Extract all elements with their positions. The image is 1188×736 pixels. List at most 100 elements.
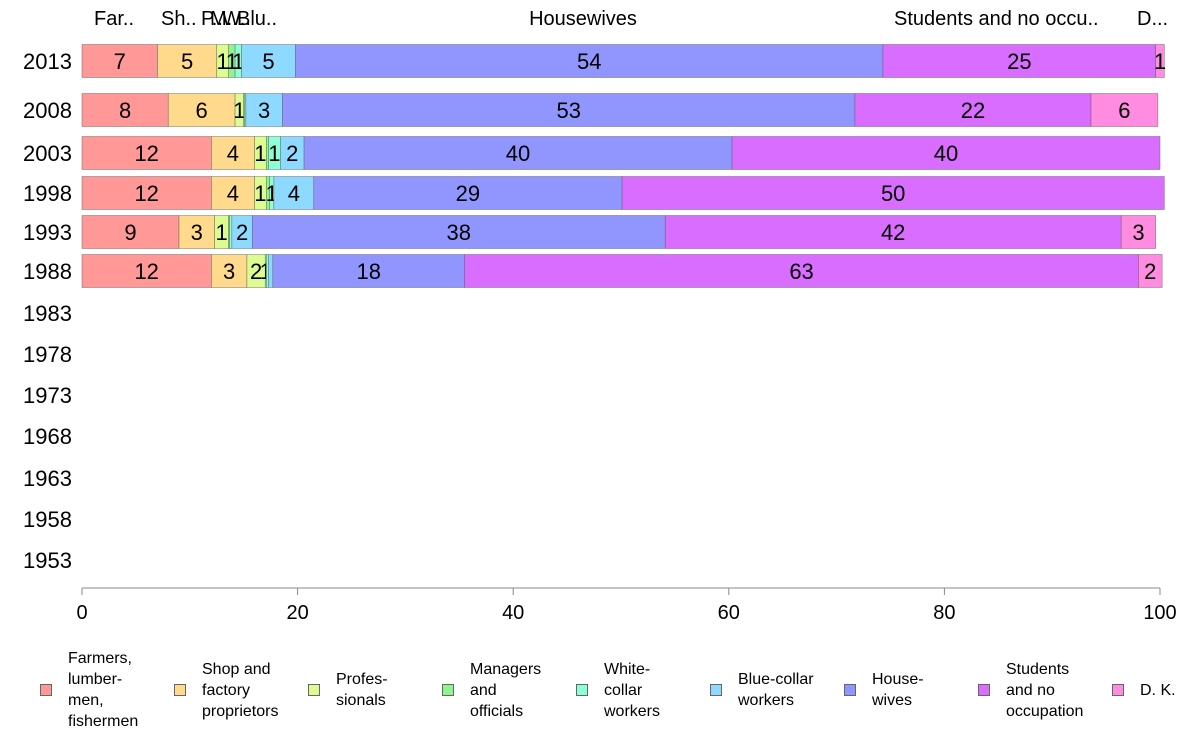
x-tick-label: 80 (933, 602, 955, 624)
bar-segment (81, 254, 212, 288)
bar-segment (211, 254, 248, 288)
x-tick-label: 40 (502, 602, 524, 624)
segment-top-label: Blu.. (237, 8, 277, 30)
legend-label: House- wives (872, 671, 924, 709)
bar-value-label: 50 (881, 181, 905, 206)
bar-value-label: 42 (881, 220, 905, 245)
legend-item: Students and no occupation (978, 659, 1083, 722)
x-tick-label: 20 (286, 602, 308, 624)
segment-top-label: M.. (210, 8, 238, 30)
bar-value-label: 3 (223, 259, 235, 284)
legend-label: Shop and factory proprietors (202, 660, 279, 720)
bar-segment (211, 176, 255, 210)
stacked-bar-chart: 2013200820031998199319881983197819731968… (23, 8, 1177, 624)
bar-segment (731, 136, 1161, 170)
bar-segment (252, 215, 666, 249)
bar-value-label: 25 (1007, 49, 1031, 74)
legend-label: Students and no occupation (1006, 660, 1084, 720)
bar-value-label: 53 (556, 98, 580, 123)
legend-item: Shop and factory proprietors (174, 659, 278, 722)
bar-segment (81, 93, 169, 127)
bar-value-label: 12 (134, 181, 158, 206)
legend-item: Blue-collar workers (710, 669, 814, 711)
segment-top-label: P.. (201, 8, 223, 30)
segment-top-label: Sh.. (161, 8, 197, 30)
bar-value-label: 54 (577, 49, 601, 74)
bar-value-label: 8 (119, 98, 131, 123)
bar-value-label: 5 (181, 49, 193, 74)
bar-value-label: 7 (114, 49, 126, 74)
legend-item: Managers and officials (442, 659, 541, 722)
bar-value-label: 2 (236, 220, 248, 245)
legend-item: Profes- sionals (308, 669, 388, 711)
bar-segment (241, 44, 296, 78)
y-tick-label: 1993 (23, 220, 72, 245)
bar-value-label: 9 (124, 220, 136, 245)
bar-value-label: 12 (134, 141, 158, 166)
bar-segment (854, 93, 1092, 127)
legend-swatch (1112, 684, 1124, 696)
y-tick-label: 1963 (23, 466, 72, 491)
bar-value-label: 18 (357, 259, 381, 284)
bar-segment (1138, 254, 1163, 288)
legend-swatch (308, 684, 320, 696)
bar-segment (621, 176, 1165, 210)
x-tick-label: 100 (1143, 602, 1176, 624)
bar-value-label: 4 (227, 141, 239, 166)
legend-item: Farmers, lumber- men, fishermen (40, 648, 138, 732)
legend-swatch (174, 684, 186, 696)
y-tick-label: 1953 (23, 548, 72, 573)
bar-segment (664, 215, 1122, 249)
bar-value-label: 40 (934, 141, 958, 166)
bar-value-label: 63 (789, 259, 813, 284)
bar-value-label: 2 (286, 141, 298, 166)
legend-label: D. K. (1140, 681, 1176, 699)
bar-segment (178, 215, 215, 249)
legend-swatch (978, 684, 990, 696)
bar-value-label: 12 (134, 259, 158, 284)
bar-value-label: 1 (268, 141, 280, 166)
bar-segment (266, 254, 269, 288)
legend-item: House- wives (844, 669, 924, 711)
legend-item: White- collar workers (576, 659, 660, 722)
y-tick-label: 1983 (23, 301, 72, 326)
legend-swatch (710, 684, 722, 696)
bar-segment (229, 215, 233, 249)
legend-label: White- collar workers (604, 660, 661, 720)
bar-value-label: 4 (288, 181, 300, 206)
bar-segment (211, 136, 255, 170)
bar-segment (1155, 44, 1165, 78)
y-tick-label: 2008 (23, 98, 72, 123)
legend-swatch (844, 684, 856, 696)
bar-segment (81, 44, 158, 78)
bar-value-label: 22 (961, 98, 985, 123)
bar-segment (313, 176, 623, 210)
bar-value-label: 1 (254, 141, 266, 166)
bar-value-label: 3 (1132, 220, 1144, 245)
y-tick-label: 1978 (23, 342, 72, 367)
bar-segment (157, 44, 218, 78)
legend-swatch (40, 684, 52, 696)
bar-segment (295, 44, 884, 78)
bar-value-label: 29 (456, 181, 480, 206)
bar-segment (81, 215, 180, 249)
bar-segment (272, 254, 465, 288)
legend: Farmers, lumber- men, fishermen Shop and … (0, 648, 1188, 730)
bar-segment (245, 93, 283, 127)
bar-segment (282, 93, 856, 127)
y-tick-label: 2003 (23, 141, 72, 166)
legend-item: D. K. (1112, 680, 1176, 701)
y-tick-label: 1958 (23, 507, 72, 532)
y-tick-label: 1968 (23, 424, 72, 449)
bar-segment (464, 254, 1139, 288)
segment-top-label: W.. (222, 8, 251, 30)
segment-top-label: D... (1137, 8, 1168, 30)
bar-value-label: 38 (447, 220, 471, 245)
y-tick-label: 2013 (23, 49, 72, 74)
segment-top-label: Housewives (529, 8, 637, 30)
y-tick-label: 1988 (23, 259, 72, 284)
legend-swatch (442, 684, 454, 696)
bar-value-label: 2 (250, 259, 262, 284)
segment-top-label: Far.. (94, 8, 134, 30)
